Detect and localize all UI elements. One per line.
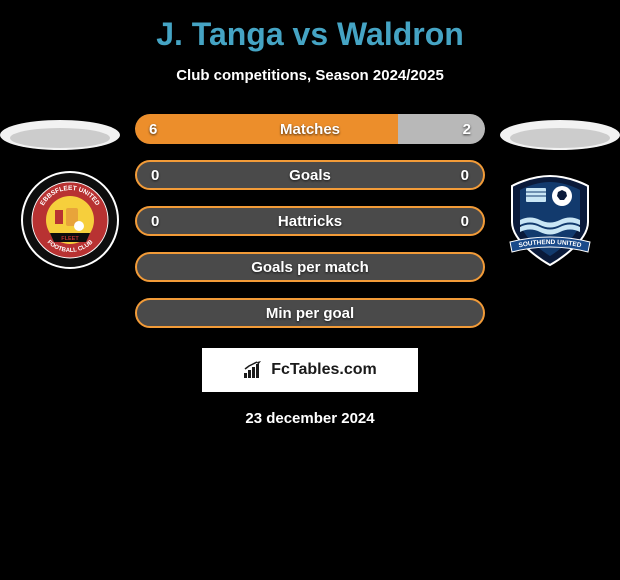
stat-bar-min-per-goal: Min per goal [135,298,485,328]
comparison-bars: 6 Matches 2 0 Goals 0 0 Hattricks 0 Goal… [135,114,485,328]
page-subtitle: Club competitions, Season 2024/2025 [0,67,620,84]
stat-label: Goals per match [137,259,483,276]
comparison-card: J. Tanga vs Waldron Club competitions, S… [0,0,620,437]
stat-bar-hattricks: 0 Hattricks 0 [135,206,485,236]
stat-label: Goals [137,167,483,184]
team-right-badge: SOUTHEND UNITED [500,170,600,270]
stat-bar-goals-per-match: Goals per match [135,252,485,282]
player-right-avatar [500,120,620,150]
player-left-avatar [0,120,120,150]
stat-value-right: 2 [463,121,471,138]
stat-label: Min per goal [137,305,483,322]
team-left-badge: EBBSFLEET UNITED FOOTBALL CLUB FLEET [20,170,120,270]
stat-bar-goals: 0 Goals 0 [135,160,485,190]
page-title: J. Tanga vs Waldron [0,16,620,53]
stat-label: Hattricks [137,213,483,230]
footer-date: 23 december 2024 [0,410,620,427]
svg-text:FLEET: FLEET [61,236,79,242]
stat-label: Matches [135,121,485,138]
brand-text: FcTables.com [271,361,377,379]
stat-value-right: 0 [461,213,469,230]
stat-value-right: 0 [461,167,469,184]
brand-logo[interactable]: FcTables.com [202,348,418,392]
stat-bar-matches: 6 Matches 2 [135,114,485,144]
chart-icon [243,361,265,379]
